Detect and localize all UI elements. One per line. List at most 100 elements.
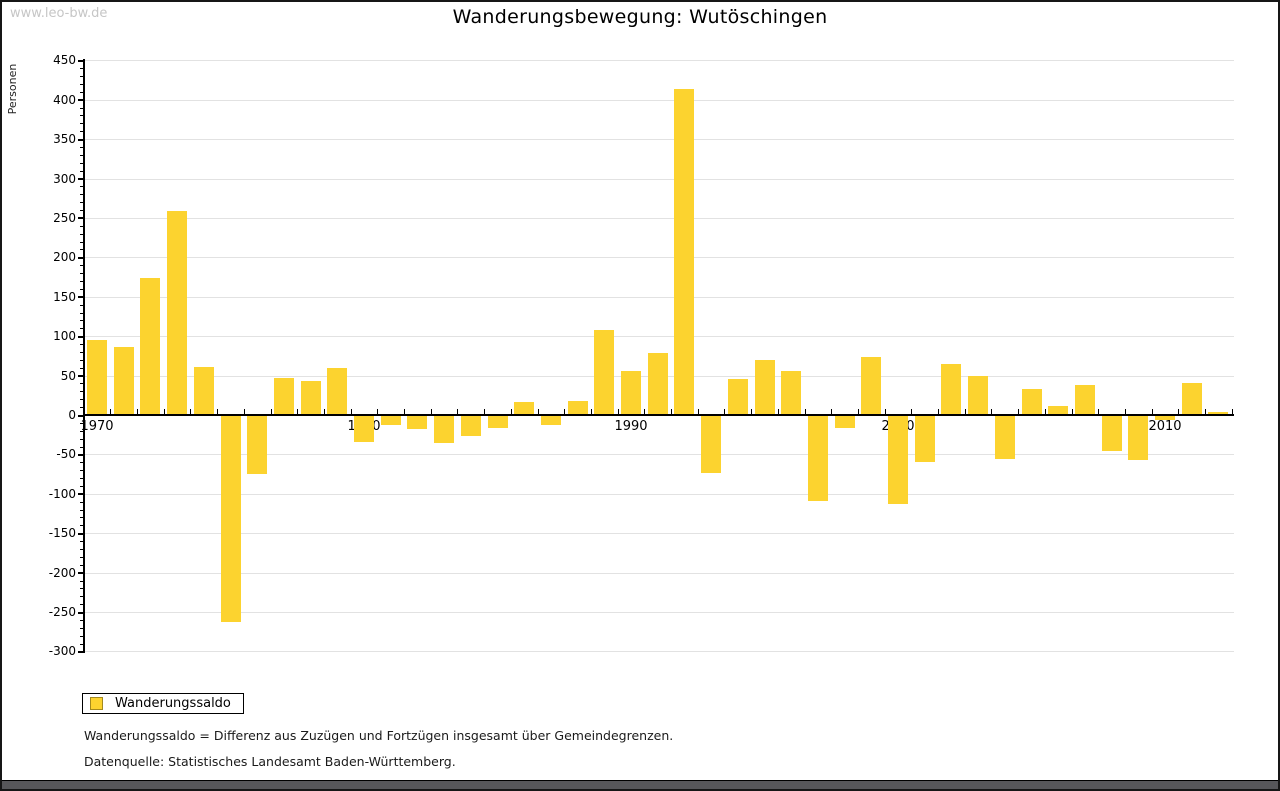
bar-1981 (380, 416, 401, 426)
x-tick (510, 409, 512, 414)
y-minor-tick (80, 115, 84, 117)
bar-1985 (487, 416, 508, 428)
x-tick (964, 409, 966, 414)
y-minor-tick (80, 462, 84, 464)
y-minor-tick (80, 604, 84, 606)
footnote-datasource: Datenquelle: Statistisches Landesamt Bad… (84, 754, 456, 769)
y-minor-tick (80, 422, 84, 424)
bar-2011 (1181, 383, 1202, 414)
y-minor-tick (80, 162, 84, 164)
bar-2012 (1208, 412, 1229, 414)
x-tick (831, 409, 833, 414)
gridline-150 (84, 296, 1234, 298)
y-minor-tick (80, 131, 84, 133)
y-minor-tick (80, 485, 84, 487)
bar-1994 (727, 378, 748, 414)
x-tick (564, 409, 566, 414)
x-tick (1098, 409, 1100, 414)
bar-1977 (273, 377, 294, 414)
y-tick--100 (78, 493, 84, 496)
y-minor-tick (80, 312, 84, 314)
x-tick (217, 409, 219, 414)
y-minor-tick (80, 509, 84, 511)
gridline-250 (84, 217, 1234, 219)
y-tick-label--150: -150 (48, 526, 76, 541)
y-tick-50 (78, 375, 84, 378)
y-axis-line (83, 59, 85, 654)
watermark: www.leo-bw.de (10, 6, 108, 21)
bar-1980 (354, 416, 374, 442)
gridline-100 (84, 336, 1234, 338)
bar-1996 (781, 370, 802, 414)
y-minor-tick (80, 344, 84, 346)
bar-1989 (594, 330, 615, 414)
gridline-350 (84, 139, 1234, 141)
y-minor-tick (80, 556, 84, 558)
bar-1973 (167, 211, 188, 414)
y-minor-tick (80, 564, 84, 566)
x-tick (377, 409, 379, 414)
y-minor-tick (80, 470, 84, 472)
bar-2006 (1048, 406, 1069, 414)
x-tick (163, 409, 165, 414)
y-minor-tick (80, 76, 84, 78)
legend-swatch-icon (90, 697, 103, 710)
y-minor-tick (80, 288, 84, 290)
y-minor-tick (80, 430, 84, 432)
y-tick--250 (78, 611, 84, 614)
x-tick-label-1970: 1970 (80, 419, 114, 434)
y-tick-label--100: -100 (48, 486, 76, 501)
x-tick (1124, 409, 1126, 414)
y-minor-tick (80, 186, 84, 188)
bar-1982 (407, 416, 428, 429)
bar-1971 (113, 346, 134, 414)
x-tick (751, 409, 753, 414)
y-minor-tick (80, 241, 84, 243)
bar-1995 (754, 359, 775, 414)
bar-2002 (941, 364, 962, 414)
y-minor-tick (80, 170, 84, 172)
x-tick (190, 409, 192, 414)
bar-2000 (888, 416, 908, 505)
bar-1993 (701, 416, 722, 473)
y-minor-tick (80, 146, 84, 148)
y-minor-tick (80, 320, 84, 322)
x-tick (350, 409, 352, 414)
x-tick (991, 409, 993, 414)
y-minor-tick (80, 351, 84, 353)
gridline--100 (84, 493, 1234, 495)
x-tick (243, 409, 245, 414)
x-tick (857, 409, 859, 414)
bar-2009 (1128, 416, 1149, 461)
bar-1997 (807, 416, 828, 502)
x-tick (617, 409, 619, 414)
y-minor-tick (80, 541, 84, 543)
x-tick (1044, 409, 1046, 414)
bar-1998 (834, 416, 855, 428)
x-tick (430, 409, 432, 414)
y-tick-label-0: 0 (68, 408, 76, 422)
x-tick (270, 409, 272, 414)
y-minor-tick (80, 194, 84, 196)
y-minor-tick (80, 304, 84, 306)
y-minor-tick (80, 359, 84, 361)
gridline-300 (84, 178, 1234, 180)
y-minor-tick (80, 367, 84, 369)
y-tick-label-450: 450 (53, 53, 76, 68)
bar-2005 (1021, 388, 1042, 414)
gridline--150 (84, 533, 1234, 535)
y-tick-350 (78, 138, 84, 141)
y-axis-title: Personen (6, 63, 19, 115)
y-tick--300 (78, 650, 84, 653)
y-tick-0 (78, 414, 84, 417)
y-minor-tick (80, 525, 84, 527)
y-tick-450 (78, 59, 84, 62)
bar-1992 (674, 89, 695, 414)
y-minor-tick (80, 233, 84, 235)
bar-2004 (994, 416, 1015, 460)
y-minor-tick (80, 643, 84, 645)
y-minor-tick (80, 83, 84, 85)
y-tick-label-250: 250 (53, 210, 76, 225)
x-tick (1205, 409, 1207, 414)
